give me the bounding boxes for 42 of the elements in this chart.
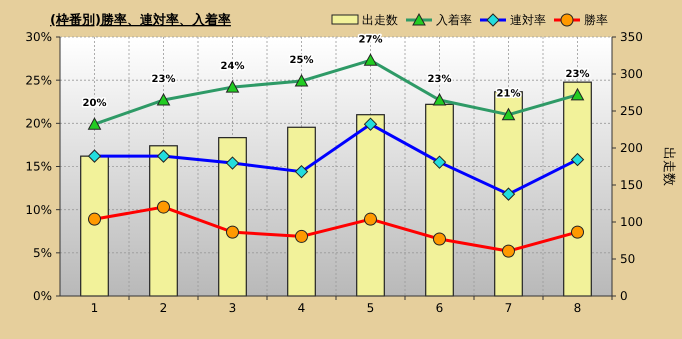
x-tick-label: 4 (298, 301, 306, 315)
x-tick-label: 2 (160, 301, 168, 315)
y-tick-label: 15% (25, 160, 52, 174)
x-tick-label: 1 (90, 301, 98, 315)
y-tick-label: 5% (32, 246, 52, 260)
x-tick-label: 6 (436, 301, 444, 315)
y-tick-label: 20% (25, 116, 52, 131)
bar (356, 114, 385, 297)
y2-tick-label: 300 (620, 67, 643, 82)
chart-title: (枠番別)勝率、連対率、入着率 (50, 12, 231, 28)
legend-label: 出走数 (362, 13, 398, 28)
y2-tick-label: 150 (620, 178, 643, 192)
bar (563, 82, 592, 297)
y2-tick-label: 200 (620, 141, 643, 156)
y2-tick-label: 0 (620, 289, 628, 304)
y-tick-label: 25% (25, 73, 52, 88)
bar (494, 91, 523, 297)
legend-label: 入着率 (436, 13, 472, 28)
legend-label: 勝率 (584, 13, 608, 28)
x-tick-label: 5 (366, 301, 374, 315)
data-label: 23% (428, 74, 452, 86)
y-tick-label: 0% (32, 289, 52, 304)
data-label: 25% (290, 55, 314, 66)
data-label: 23% (566, 68, 590, 80)
legend-label: 連対率 (510, 13, 546, 28)
y2-tick-label: 50 (620, 252, 636, 266)
x-tick-label: 8 (574, 301, 582, 315)
x-tick-label: 3 (228, 301, 236, 315)
data-label: 27% (358, 34, 382, 46)
y2-tick-label: 350 (620, 30, 643, 44)
y2-tick-label: 100 (620, 215, 643, 230)
bar (287, 126, 316, 297)
data-label: 24% (220, 61, 244, 72)
data-label: 20% (82, 98, 106, 110)
bar (149, 145, 178, 297)
x-tick-label: 7 (504, 301, 512, 315)
y2-tick-label: 250 (620, 104, 643, 118)
bar (218, 137, 247, 297)
y2-axis-title: 出走数 (661, 147, 676, 186)
y-tick-label: 30% (25, 30, 52, 44)
data-label: 23% (152, 74, 176, 86)
y-tick-label: 10% (25, 202, 52, 217)
